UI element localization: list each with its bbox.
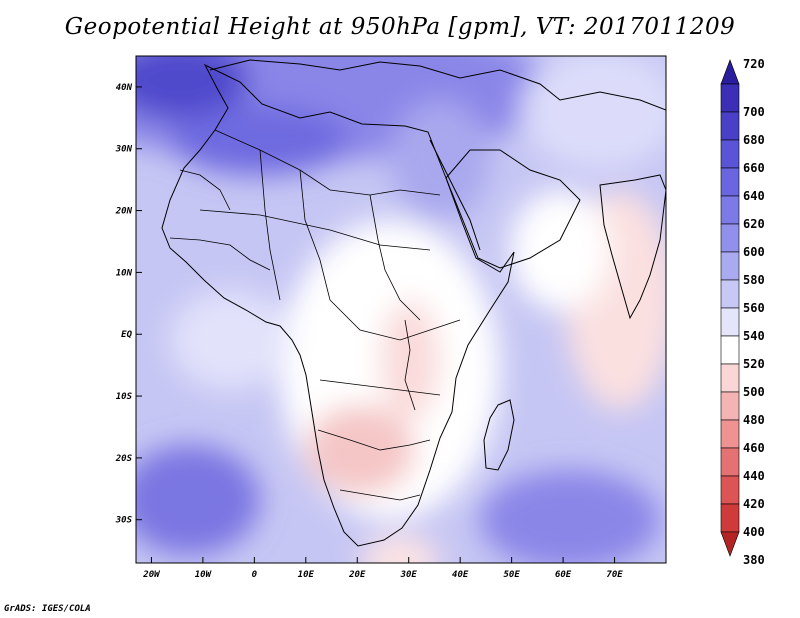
lon-tick-label: 30E (400, 570, 418, 580)
colorbar-level-label: 680 (743, 133, 765, 147)
colorbar-swatch (720, 391, 740, 421)
colorbar-swatch (720, 419, 740, 449)
lat-tick-label: 30N (115, 145, 133, 155)
map-title: Geopotential Height at 950hPa [gpm], VT:… (64, 14, 736, 40)
border-5 (199, 209, 431, 251)
colorbar-swatch (720, 223, 740, 253)
colorbar-swatch (720, 307, 740, 337)
lat-tick-label: 30S (115, 516, 133, 526)
colorbar-swatch (720, 83, 740, 113)
map-frame (135, 55, 667, 564)
colorbar-swatch (720, 475, 740, 505)
colorbar-swatch (720, 447, 740, 477)
south-low (360, 535, 440, 563)
colorbar-swatch (720, 335, 740, 365)
border-4 (369, 194, 421, 321)
colorbar-level-label: 620 (743, 217, 765, 231)
colorbar-level-label: 540 (743, 329, 765, 343)
colorbar-level-label: 520 (743, 357, 765, 371)
red-sea (429, 139, 481, 251)
border-6 (329, 299, 461, 341)
lon-tick-label: 40E (452, 570, 469, 580)
colorbar-level-label: 480 (743, 413, 765, 427)
lon-tick-label: 60E (555, 570, 572, 580)
lon-tick-label: 10E (298, 570, 315, 580)
kalahari-low (305, 405, 415, 495)
colorbar-swatch (720, 363, 740, 393)
colorbar-level-label: 560 (743, 301, 765, 315)
rift-low (380, 300, 440, 420)
india-north-field (520, 56, 666, 170)
colorbar-level-label: 580 (743, 273, 765, 287)
colorbar-level-label: 600 (743, 245, 765, 259)
lat-tick-label: 10N (116, 268, 133, 278)
border-8 (317, 429, 431, 451)
coastlines (161, 59, 666, 547)
border-2 (259, 149, 281, 301)
lat-tick-label: 20N (115, 207, 133, 217)
border-3 (299, 169, 331, 301)
colorbar-level-label: 380 (743, 553, 765, 567)
india-coastline (599, 174, 666, 320)
colorbar-swatch (720, 195, 740, 225)
colorbar-level-label: 500 (743, 385, 765, 399)
credit-label: GrADS: IGES/COLA (4, 604, 91, 614)
colorbar-level-label: 400 (743, 525, 765, 539)
border-10 (404, 319, 416, 411)
colorbar-level-label: 720 (743, 57, 765, 71)
lat-tick-label: 20S (115, 454, 133, 464)
colorbar-swatch (720, 167, 740, 197)
colorbar: 720 700 680 660 640 620 600 580 560 540 520 500 480 4… (720, 57, 765, 567)
lat-tick-label: 10S (116, 392, 133, 402)
northwest-high (136, 56, 250, 120)
colorbar-level-label: 420 (743, 497, 765, 511)
south-indian-high (480, 470, 660, 563)
lon-tick-label: 10W (195, 570, 213, 580)
colorbar-level-label: 700 (743, 105, 765, 119)
colorbar-swatch (720, 251, 740, 281)
mediterranean-north (209, 59, 666, 111)
arabian-sea-field (510, 190, 610, 310)
arabia-coastline (445, 149, 581, 269)
colorbar-swatch (720, 279, 740, 309)
colorbar-level-label: 660 (743, 161, 765, 175)
africa-coastline (161, 63, 515, 547)
colorbar-top-arrow (720, 59, 740, 85)
colorbar-level-label: 460 (743, 441, 765, 455)
south-atlantic-high (136, 445, 260, 555)
colorbar-swatch (720, 503, 740, 533)
lat-tick-label: 40N (116, 83, 133, 93)
lon-tick-label: 20W (142, 570, 161, 580)
axis-ticks: 40N 30N 20N 10N EQ 10S 20S 30S 20W 10W 0 10E 20E 30E 4… (115, 83, 624, 580)
colorbar-swatch (720, 139, 740, 169)
lon-tick-label: 0 (252, 570, 258, 580)
lon-tick-label: 50E (503, 570, 520, 580)
colorbar-level-label: 440 (743, 469, 765, 483)
madagascar (483, 399, 515, 471)
lat-tick-label: EQ (121, 330, 132, 340)
border-12 (179, 169, 231, 211)
sahara-high (170, 105, 350, 175)
gulf-of-guinea-field (170, 290, 290, 390)
lon-tick-label: 20E (348, 570, 366, 580)
colorbar-level-label: 640 (743, 189, 765, 203)
colorbar-swatch (720, 111, 740, 141)
border-7 (319, 379, 441, 396)
country-borders (169, 129, 461, 501)
border-11 (169, 237, 271, 271)
colorbar-bottom-arrow (720, 531, 740, 557)
lon-tick-label: 70E (606, 570, 623, 580)
border-9 (339, 489, 421, 501)
